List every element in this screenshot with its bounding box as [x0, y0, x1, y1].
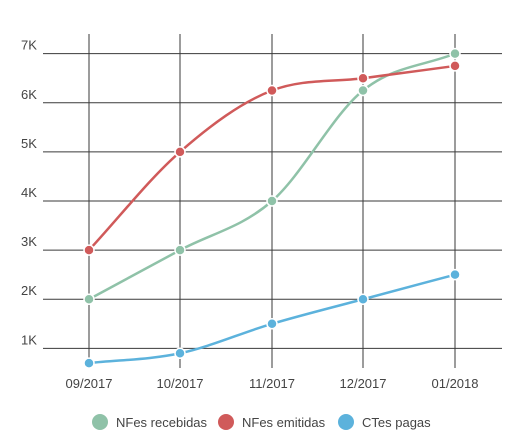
- legend-swatch-icon: [338, 414, 354, 430]
- data-point[interactable]: [357, 84, 369, 97]
- legend-label: NFes recebidas: [116, 415, 208, 430]
- data-point[interactable]: [266, 195, 278, 207]
- legend-item[interactable]: NFes recebidas: [92, 414, 208, 430]
- legend-swatch-icon: [92, 414, 108, 430]
- series-points: [83, 47, 461, 369]
- x-tick-label: 09/2017: [66, 376, 113, 391]
- legend: NFes recebidas NFes emitidas CTes pagas: [92, 414, 431, 430]
- data-point[interactable]: [83, 293, 95, 305]
- data-point[interactable]: [174, 244, 186, 256]
- data-point[interactable]: [357, 72, 369, 84]
- x-tick-label: 01/2018: [432, 376, 479, 391]
- y-tick-label: 6K: [21, 87, 37, 102]
- y-tick-label: 5K: [21, 136, 37, 151]
- x-axis-ticks: 09/2017 10/2017 11/2017 12/2017 01/2018: [66, 376, 479, 391]
- x-tick-label: 10/2017: [157, 376, 204, 391]
- legend-label: CTes pagas: [362, 415, 431, 430]
- data-point[interactable]: [449, 60, 461, 72]
- data-point[interactable]: [449, 47, 461, 60]
- legend-item[interactable]: NFes emitidas: [218, 414, 326, 430]
- data-point[interactable]: [174, 146, 186, 158]
- data-point[interactable]: [357, 293, 369, 305]
- legend-swatch-icon: [218, 414, 234, 430]
- x-tick-label: 11/2017: [249, 376, 295, 391]
- data-point[interactable]: [174, 347, 186, 360]
- y-tick-label: 1K: [21, 332, 37, 347]
- data-point[interactable]: [83, 357, 95, 369]
- y-tick-label: 3K: [21, 234, 37, 249]
- data-point[interactable]: [266, 84, 278, 97]
- y-axis-ticks: 1K 2K 3K 4K 5K 6K 7K: [21, 38, 37, 348]
- legend-label: NFes emitidas: [242, 415, 326, 430]
- data-point[interactable]: [83, 244, 95, 256]
- x-tick-label: 12/2017: [340, 376, 387, 391]
- data-point[interactable]: [449, 268, 461, 281]
- y-tick-label: 2K: [21, 283, 37, 298]
- legend-item[interactable]: CTes pagas: [338, 414, 431, 430]
- data-point[interactable]: [266, 318, 278, 330]
- y-tick-label: 7K: [21, 38, 37, 53]
- y-tick-label: 4K: [21, 185, 37, 200]
